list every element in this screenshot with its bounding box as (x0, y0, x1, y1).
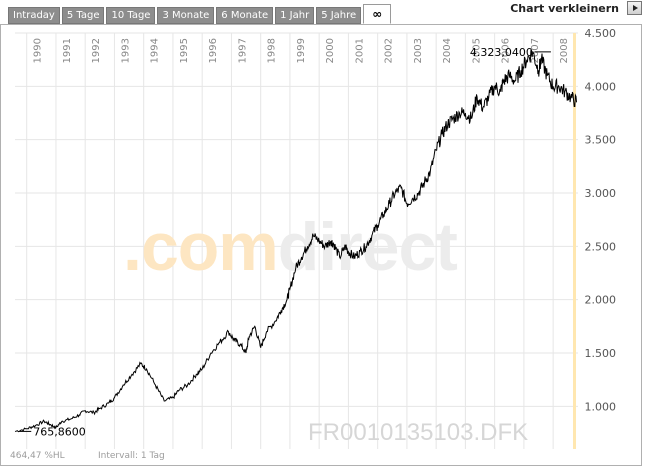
watermark: .comdirect (123, 209, 457, 285)
x-tick-label: 2001 (354, 38, 365, 63)
x-tick-label: 2003 (413, 38, 424, 63)
tab-10-tage[interactable]: 10 Tage (106, 7, 156, 24)
y-tick-label: 2.000 (585, 294, 617, 307)
x-tick-label: 2006 (501, 38, 512, 63)
grid (15, 32, 578, 449)
tab-max[interactable]: ∞ (363, 4, 392, 24)
symbol-label: FR0010135103.DFK (308, 419, 528, 446)
x-tick-label: 1998 (267, 38, 278, 63)
tab-intraday[interactable]: Intraday (8, 7, 60, 24)
low-value-label: 765,8600 (33, 425, 85, 438)
x-tick-label: 1995 (179, 38, 190, 63)
tab-5-tage[interactable]: 5 Tage (61, 7, 105, 24)
y-tick-label: 4.500 (585, 27, 617, 40)
x-tick-label: 1993 (120, 38, 131, 63)
x-tick-label: 2008 (559, 38, 570, 63)
x-tick-label: 2005 (471, 38, 482, 63)
markers: 4.323,0400 765,8600 (19, 46, 551, 438)
watermark-part-brand: .com (123, 209, 278, 285)
info-label: 464,47 %HL (10, 451, 65, 461)
tab-6-monate[interactable]: 6 Monate (216, 7, 274, 24)
y-tick-label: 2.500 (585, 240, 617, 253)
timeframe-tabs: Intraday 5 Tage 10 Tage 3 Monate 6 Monat… (8, 4, 393, 24)
y-tick-label: 1.000 (585, 400, 617, 413)
price-line (14, 50, 577, 433)
arrow-right-icon[interactable] (627, 1, 642, 15)
x-tick-label: 2002 (384, 38, 395, 63)
y-tick-labels: 1.000 1.500 2.000 2.500 3.000 3.500 4.000 4.500 (585, 27, 617, 413)
x-tick-label: 1994 (150, 38, 161, 63)
x-tick-label: 1992 (91, 38, 102, 63)
x-tick-labels: 1990 1991 1992 1993 1994 1995 1996 1997 1998 1999… (33, 38, 570, 63)
shrink-chart-link[interactable]: Chart verkleinern (510, 2, 619, 15)
y-tick-label: 4.000 (585, 80, 617, 93)
y-tick-label: 3.500 (585, 134, 617, 147)
x-tick-label: 1990 (33, 38, 44, 63)
high-value-label: 4.323,0400 (470, 46, 533, 59)
x-tick-label: 1991 (62, 38, 73, 63)
x-tick-label: 2007 (530, 38, 541, 63)
x-tick-label: 1996 (208, 38, 219, 63)
current-year-highlight (573, 33, 576, 449)
tab-5-jahre[interactable]: 5 Jahre (316, 7, 362, 24)
x-tick-label: 2004 (442, 38, 453, 63)
tab-3-monate[interactable]: 3 Monate (157, 7, 215, 24)
tab-1-jahr[interactable]: 1 Jahr (275, 7, 315, 24)
y-tick-label: 3.000 (585, 187, 617, 200)
interval-label: Intervall: 1 Tag (98, 451, 165, 461)
y-tick-label: 1.500 (585, 347, 617, 360)
chart-frame (0, 24, 642, 466)
x-tick-label: 2000 (325, 38, 336, 63)
x-tick-label: 1997 (237, 38, 248, 63)
x-tick-label: 1999 (296, 38, 307, 63)
